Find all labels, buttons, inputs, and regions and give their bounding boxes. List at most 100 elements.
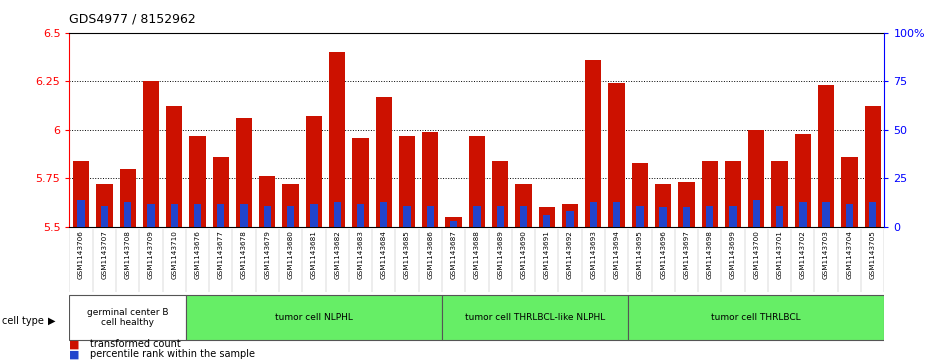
Bar [73,161,89,227]
Bar [427,205,434,227]
Text: cell type: cell type [2,316,44,326]
Text: GSM1143703: GSM1143703 [823,231,829,280]
Bar [189,136,206,227]
Bar [822,201,830,227]
Bar [101,205,108,227]
Text: GSM1143700: GSM1143700 [753,231,759,280]
Bar [706,205,713,227]
Bar [613,201,620,227]
FancyBboxPatch shape [628,295,884,340]
Bar [682,208,690,227]
Text: ■: ■ [69,349,80,359]
Bar [590,201,597,227]
Bar [725,161,741,227]
Bar [799,201,807,227]
Bar [78,200,85,227]
Bar [241,204,248,227]
Text: GSM1143709: GSM1143709 [148,231,154,280]
Text: GSM1143704: GSM1143704 [846,231,853,280]
Bar [655,184,671,227]
Bar [194,204,201,227]
Text: transformed count: transformed count [90,339,181,349]
Bar [562,204,578,227]
Text: GSM1143699: GSM1143699 [730,231,736,280]
Bar [264,205,271,227]
Text: GSM1143677: GSM1143677 [218,231,224,280]
Text: GSM1143680: GSM1143680 [288,231,294,280]
Bar [147,204,155,227]
Bar [776,205,783,227]
Bar [496,205,504,227]
Text: GSM1143690: GSM1143690 [520,231,527,280]
Text: GSM1143687: GSM1143687 [451,231,457,280]
Text: percentile rank within the sample: percentile rank within the sample [90,349,255,359]
Bar [445,217,462,227]
Text: GSM1143689: GSM1143689 [497,231,503,280]
Bar [841,157,857,227]
Bar [608,83,625,227]
Text: GSM1143685: GSM1143685 [404,231,410,280]
Bar [515,184,532,227]
Bar [678,182,694,227]
Bar [333,201,341,227]
Bar [310,204,318,227]
Text: GDS4977 / 8152962: GDS4977 / 8152962 [69,13,196,26]
Bar [771,161,788,227]
Text: GSM1143701: GSM1143701 [777,231,782,280]
Text: GSM1143679: GSM1143679 [264,231,270,280]
Bar [404,205,411,227]
Bar [422,132,439,227]
Text: GSM1143697: GSM1143697 [683,231,690,280]
Text: GSM1143695: GSM1143695 [637,231,643,280]
Text: GSM1143698: GSM1143698 [707,231,713,280]
Text: GSM1143696: GSM1143696 [660,231,666,280]
Bar [119,169,136,227]
Text: GSM1143707: GSM1143707 [101,231,107,280]
Text: GSM1143702: GSM1143702 [800,231,806,280]
Text: GSM1143686: GSM1143686 [427,231,433,280]
Bar [659,208,667,227]
Bar [399,136,415,227]
Text: GSM1143682: GSM1143682 [334,231,340,280]
Bar [306,116,322,227]
Bar [636,205,644,227]
Text: GSM1143693: GSM1143693 [590,231,596,280]
FancyBboxPatch shape [186,295,442,340]
Text: GSM1143676: GSM1143676 [194,231,201,280]
Text: GSM1143688: GSM1143688 [474,231,480,280]
Bar [585,60,602,227]
Bar [748,130,765,227]
Text: tumor cell THRLBCL-like NLPHL: tumor cell THRLBCL-like NLPHL [465,313,606,322]
Bar [753,200,760,227]
FancyBboxPatch shape [69,295,186,340]
Bar [473,205,481,227]
Text: tumor cell NLPHL: tumor cell NLPHL [275,313,353,322]
Text: ▶: ▶ [48,316,56,326]
Bar [217,204,224,227]
Bar [380,201,387,227]
Bar [818,85,834,227]
Bar [143,81,159,227]
FancyBboxPatch shape [442,295,628,340]
Bar [519,205,527,227]
Bar [865,106,881,227]
Bar [166,106,182,227]
Bar [450,221,457,227]
Bar [352,138,369,227]
Text: GSM1143678: GSM1143678 [241,231,247,280]
Bar [96,184,113,227]
Text: GSM1143710: GSM1143710 [171,231,177,280]
Text: GSM1143692: GSM1143692 [567,231,573,280]
Text: GSM1143705: GSM1143705 [870,231,876,280]
Bar [869,201,876,227]
Bar [469,136,485,227]
Text: GSM1143691: GSM1143691 [544,231,550,280]
Bar [170,204,178,227]
Bar [329,52,345,227]
Bar [376,97,392,227]
Text: GSM1143683: GSM1143683 [357,231,364,280]
Bar [124,201,131,227]
Text: germinal center B
cell healthy: germinal center B cell healthy [87,308,169,327]
Bar [492,161,508,227]
Bar [539,208,555,227]
